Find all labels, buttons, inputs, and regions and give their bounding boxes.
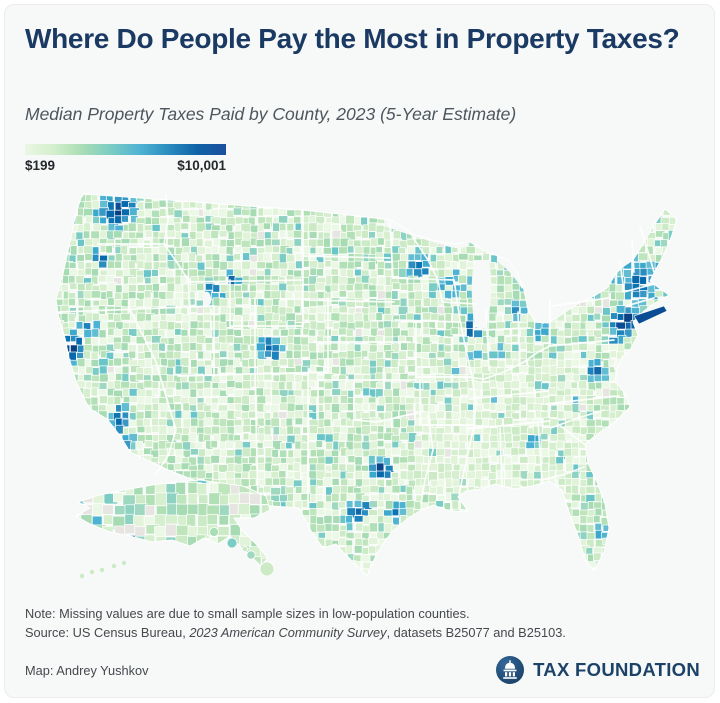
- us-county-choropleth-map: [55, 193, 678, 579]
- legend-max-label: $10,001: [177, 158, 226, 173]
- aleutian-island: [89, 569, 95, 575]
- capitol-dome-icon: [496, 656, 525, 684]
- map-credit: Map: Andrey Yushkov: [25, 662, 149, 678]
- maui: [246, 550, 256, 560]
- note-text: Note: Missing values are due to small sa…: [25, 606, 470, 621]
- kauai: [209, 527, 219, 537]
- molokai: [241, 545, 249, 553]
- page-title: Where Do People Pay the Most in Property…: [25, 23, 680, 54]
- footnotes: Note: Missing values are due to small sa…: [25, 604, 566, 642]
- source-suffix: , datasets B25077 and B25103.: [386, 625, 566, 640]
- long-island: [633, 305, 668, 325]
- subtitle: Median Property Taxes Paid by County, 20…: [25, 104, 517, 124]
- aleutian-island: [99, 567, 105, 573]
- aleutian-island: [111, 563, 117, 569]
- source-text: Source: US Census Bureau, 2023 American …: [25, 623, 566, 642]
- legend-min-label: $199: [25, 158, 56, 173]
- state-borders: [59, 195, 655, 507]
- source-survey-name: 2023 American Community Survey: [189, 625, 387, 640]
- infographic-card: Where Do People Pay the Most in Property…: [4, 4, 715, 698]
- hawaii-island: [259, 561, 275, 577]
- tax-foundation-logo: TAX FOUNDATION: [495, 655, 702, 685]
- credit-row: Map: Andrey Yushkov TAX FOUNDATION: [25, 647, 702, 693]
- legend-gradient-bar: [25, 144, 226, 155]
- oahu: [226, 537, 238, 549]
- brand-name: TAX FOUNDATION: [533, 659, 700, 680]
- color-scale-legend: $199 $10,001: [25, 144, 226, 173]
- hawaii-islands: [209, 527, 275, 577]
- aleutian-island: [79, 573, 85, 579]
- legend-labels: $199 $10,001: [25, 158, 226, 173]
- source-prefix: Source: US Census Bureau,: [25, 625, 190, 640]
- aleutian-island: [121, 560, 127, 566]
